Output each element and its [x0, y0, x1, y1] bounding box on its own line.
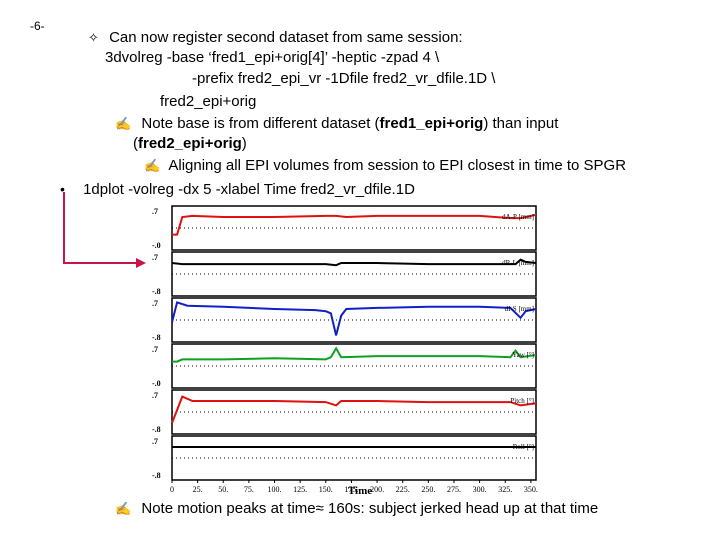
x-tick-label: 25.: [193, 485, 203, 494]
series-line: [172, 346, 537, 363]
series-line: [171, 301, 537, 336]
panel-y-bottom-label: -.0: [152, 241, 161, 250]
panel-frame: [171, 251, 537, 297]
series-label: Yaw [°]: [512, 351, 534, 359]
panel-y-top-label: .7: [152, 299, 158, 308]
note-text-c: ) than input: [483, 115, 559, 132]
writing-hand-icon: ✍: [115, 501, 132, 516]
x-tick-label: 175.: [344, 485, 358, 494]
x-tick-label: 0: [170, 485, 174, 494]
series-label: dI-S [mm]: [505, 305, 534, 313]
panel-y-top-label: .7: [152, 391, 158, 400]
x-tick-label: 350.: [524, 485, 538, 494]
bullet-1: ✧ Can now register second dataset from s…: [88, 29, 463, 47]
panel-frame: [171, 435, 537, 481]
panel-y-top-label: .7: [152, 253, 158, 262]
x-tick-label: 250.: [421, 485, 435, 494]
panel-frame: [171, 205, 537, 251]
series-label: dA-P [mm]: [502, 213, 534, 221]
panel-frame: [171, 343, 537, 389]
x-axis-label: Time: [348, 485, 372, 497]
x-tick-label: 150.: [319, 485, 333, 494]
panel-y-bottom-label: -.8: [152, 287, 161, 296]
motion-note: ✍ Note motion peaks at time≈ 160s: subje…: [115, 500, 598, 518]
x-tick-label: 300.: [473, 485, 487, 494]
motion-text-b: 160s: subject jerked head up at that tim…: [323, 500, 599, 517]
note-line-2: (fred2_epi+orig): [133, 135, 247, 153]
series-label: Pitch [°]: [510, 397, 534, 405]
motion-text-a: Note motion peaks at time: [141, 500, 316, 517]
series-label: Roll [°]: [513, 443, 534, 451]
panel-y-bottom-label: -.8: [152, 425, 161, 434]
dot-bullet-icon: •: [60, 181, 65, 197]
note-text-f: ): [241, 135, 247, 152]
align-text: Aligning all EPI volumes from session to…: [168, 157, 627, 174]
slide-number: -6-: [30, 19, 45, 33]
x-tick-label: 75.: [244, 485, 254, 494]
plot-command-text: 1dplot -volreg -dx 5 -xlabel Time fred2_…: [83, 181, 415, 198]
align-line: ✍ Aligning all EPI volumes from session …: [144, 157, 626, 175]
note-dataset-1: fred1_epi+orig: [379, 115, 484, 132]
note-text-d: (: [133, 135, 138, 152]
panel-y-top-label: .7: [152, 437, 158, 446]
panel-y-bottom-label: -.8: [152, 333, 161, 342]
x-tick-label: 125.: [293, 485, 307, 494]
panel-y-bottom-label: -.0: [152, 379, 161, 388]
x-tick-label: 275.: [447, 485, 461, 494]
bullet-1-text: Can now register second dataset from sam…: [109, 29, 463, 46]
x-tick-label: 100.: [268, 485, 282, 494]
motion-plot: .7 -.0 dA-P [mm] .7 -.8 dR-L [mm] .7 -.8 dI-S [m…: [152, 205, 538, 497]
panel-y-top-label: .7: [152, 207, 158, 216]
x-tick-label: 325.: [498, 485, 512, 494]
command-line-2: -prefix fred2_epi_vr -1Dfile fred2_vr_df…: [192, 70, 496, 87]
note-text-a: Note base is from different dataset (: [141, 115, 380, 132]
writing-hand-icon: ✍: [115, 116, 132, 131]
note-line-1: ✍ Note base is from different dataset (f…: [115, 115, 558, 133]
series-line: [171, 258, 537, 267]
x-tick-label: 50.: [218, 485, 228, 494]
approx-symbol: ≈: [315, 500, 324, 517]
x-tick-label: 225.: [396, 485, 410, 494]
note-dataset-2: fred2_epi+orig: [138, 135, 242, 152]
series-label: dR-L [mm]: [502, 259, 534, 267]
diamond-bullet-icon: ✧: [88, 30, 99, 45]
panel-y-top-label: .7: [152, 345, 158, 354]
x-tick-label: 200.: [370, 485, 384, 494]
plot-command-line: • 1dplot -volreg -dx 5 -xlabel Time fred…: [60, 180, 415, 199]
series-line: [172, 213, 537, 236]
panel-y-bottom-label: -.8: [152, 471, 161, 480]
series-line: [171, 395, 537, 424]
panel-frame: [171, 297, 537, 343]
panel-frame: [171, 389, 537, 435]
command-line-1: 3dvolreg -base ‘fred1_epi+orig[4]’ -hept…: [105, 49, 440, 66]
command-line-3: fred2_epi+orig: [160, 93, 257, 110]
writing-hand-icon: ✍: [144, 158, 161, 173]
